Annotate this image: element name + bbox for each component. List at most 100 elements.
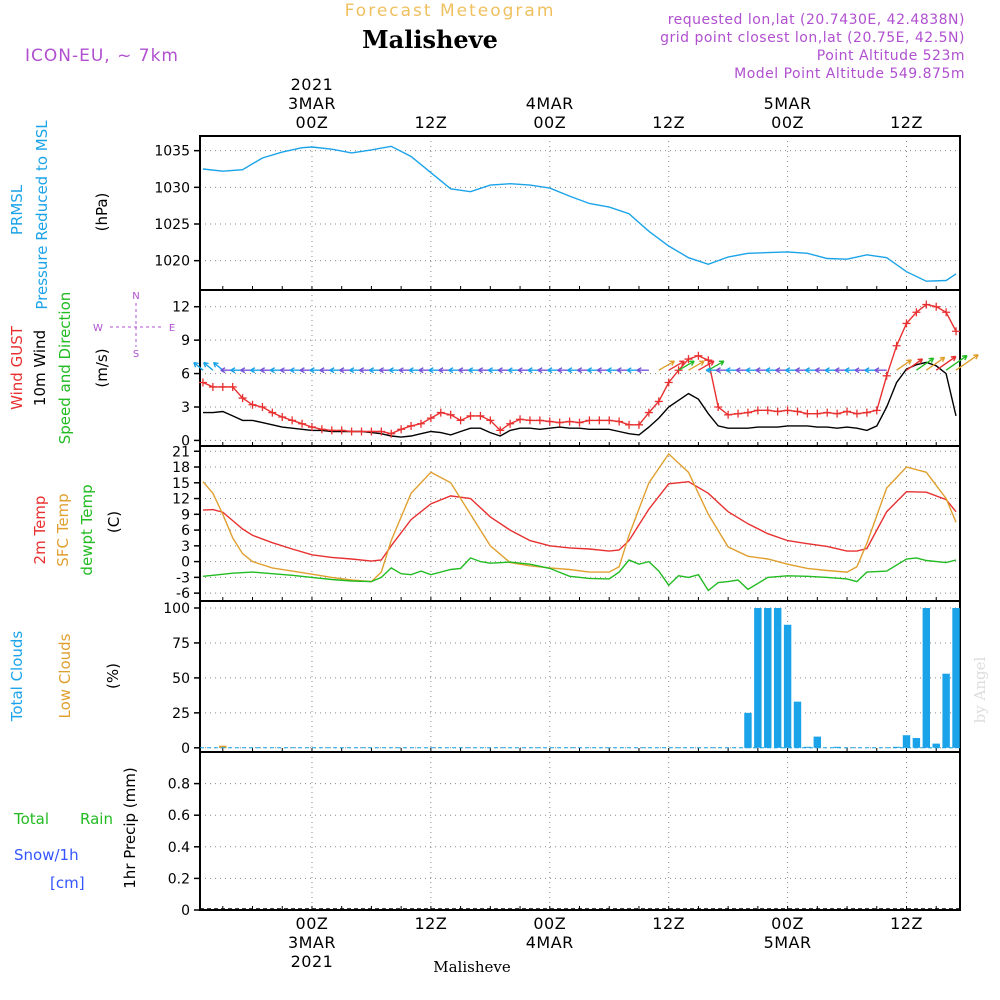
wind-gust-marker — [882, 371, 891, 380]
pressure-label-2: Pressure Reduced to MSL — [33, 120, 51, 310]
pressure-ytick-label: 1035 — [154, 144, 190, 160]
temp-dewpt-line — [202, 557, 957, 592]
wind-gust-marker — [228, 382, 237, 391]
top-time-label: 12Z — [890, 113, 923, 132]
wind-gust-marker — [278, 413, 287, 422]
wind-gust-marker — [317, 425, 326, 434]
wind-gust-marker — [773, 407, 782, 416]
wind-panel-labels: Wind GUST 10m Wind Speed and Direction (… — [8, 291, 175, 444]
total-label: Total — [13, 810, 49, 828]
requested-coords: requested lon,lat (20.7430E, 42.4838N) — [668, 12, 965, 28]
bottom-time-label: 12Z — [652, 914, 685, 933]
top-time-label: 3MAR — [288, 94, 336, 113]
wind-direction-arrow — [874, 367, 887, 374]
wind-gust-marker — [684, 355, 693, 364]
temp-ytick-label: -3 — [176, 570, 190, 586]
top-time-label: 12Z — [652, 113, 685, 132]
wind-gust-marker — [843, 407, 852, 416]
snow-label: Snow/1h — [14, 846, 79, 864]
wind-gust-marker — [704, 356, 713, 365]
bottom-time-label: 12Z — [890, 914, 923, 933]
wind-gust-marker — [724, 410, 733, 419]
wind-gust-marker — [565, 417, 574, 426]
total-cloud-bar — [783, 624, 792, 748]
wind-gust-marker — [615, 417, 624, 426]
wind-gust-marker — [892, 341, 901, 350]
chart-dynamic-layer: 1020102510301035036912-6-303691215182102… — [154, 75, 979, 971]
wind-gust-marker — [476, 411, 485, 420]
temp-unit: (C) — [105, 511, 123, 533]
bottom-time-label: 5MAR — [764, 933, 812, 952]
precip-ytick-label: 0.4 — [168, 840, 190, 856]
wind-gust-marker — [486, 416, 495, 425]
total-cloud-bar — [754, 607, 762, 748]
wind-ytick-label: 9 — [181, 333, 190, 349]
wind-gust-marker — [664, 378, 673, 387]
wind-gust-marker — [714, 403, 723, 411]
wind-gust-marker — [248, 400, 257, 409]
top-time-label: 4MAR — [526, 94, 574, 113]
wind-gust-marker — [872, 406, 881, 415]
low-cloud-bar — [219, 745, 227, 748]
wind-direction-arrow — [203, 361, 214, 371]
top-time-label: 2021 — [291, 75, 334, 94]
wind-direction-arrow — [935, 355, 957, 371]
wind-gust-marker — [416, 419, 425, 428]
temp-2m-label: 2m Temp — [31, 496, 49, 565]
wind-gust-marker — [198, 378, 207, 387]
pressure-label-1: PRMSL — [8, 184, 26, 235]
total-cloud-bar — [813, 736, 822, 748]
clouds-frame — [199, 600, 961, 753]
wind-10m-label: 10m Wind — [31, 330, 49, 406]
wind-gust-marker — [436, 408, 445, 417]
wind-direction-arrow — [212, 361, 224, 371]
wind-ytick-label: 12 — [172, 300, 190, 316]
wind-direction-arrow — [915, 357, 935, 371]
total-cloud-bar — [902, 735, 911, 748]
pressure-ytick-label: 1020 — [154, 254, 190, 270]
snow-unit-label: [cm] — [50, 874, 85, 892]
low-clouds-label: Low Clouds — [56, 633, 74, 718]
wind-gust-marker — [743, 408, 752, 417]
precip-ytick-label: 0.6 — [168, 808, 190, 824]
temp-ytick-label: -6 — [176, 586, 190, 602]
wind-gust-marker — [803, 409, 812, 418]
wind-gust-marker — [823, 408, 832, 417]
total-cloud-bar — [773, 607, 782, 748]
wind-gust-marker — [218, 382, 227, 391]
wind-direction-arrow — [925, 356, 946, 371]
wind-gust-marker — [238, 394, 247, 403]
bottom-time-label: 2021 — [291, 952, 334, 971]
wind-gust-marker — [793, 407, 802, 416]
wind-gust-label: Wind GUST — [8, 325, 26, 410]
wind-gust-marker — [833, 409, 842, 418]
wind-gust-marker — [694, 351, 703, 360]
total-cloud-bar — [764, 607, 772, 748]
pressure-ytick-label: 1025 — [154, 217, 190, 233]
temp-sfc-label: SFC Temp — [54, 493, 72, 566]
clouds-ytick-label: 100 — [163, 601, 190, 617]
wind-gust-marker — [298, 419, 307, 428]
clouds-panel: 0 25 50 75 100 — [163, 600, 961, 757]
wind-gust-marker — [377, 427, 386, 436]
wind-gust-marker — [446, 410, 455, 419]
wind-direction-arrow — [896, 359, 912, 371]
wind-gust-marker — [605, 416, 614, 425]
wind-gust-marker — [922, 300, 931, 309]
wind-direction-arrow — [906, 358, 924, 371]
temp-ytick-label: 9 — [181, 507, 190, 523]
product-title: Forecast Meteogram — [345, 1, 556, 21]
credit-watermark: by Angel — [971, 656, 989, 723]
precip-panel: 0 0.2 0.4 0.6 0.8 — [168, 751, 961, 919]
wind-gust-marker — [357, 427, 366, 436]
wind-gust-marker — [426, 414, 435, 423]
wind-direction-arrow — [193, 361, 204, 371]
wind-gust-marker — [337, 426, 346, 435]
clouds-ytick-label: 0 — [181, 741, 190, 757]
wind-gust-marker — [674, 366, 683, 375]
point-altitude: Point Altitude 523m — [817, 48, 965, 64]
pressure-frame — [199, 135, 961, 291]
wind-direction-arrow — [945, 354, 968, 371]
wind-gust-marker — [288, 416, 297, 425]
